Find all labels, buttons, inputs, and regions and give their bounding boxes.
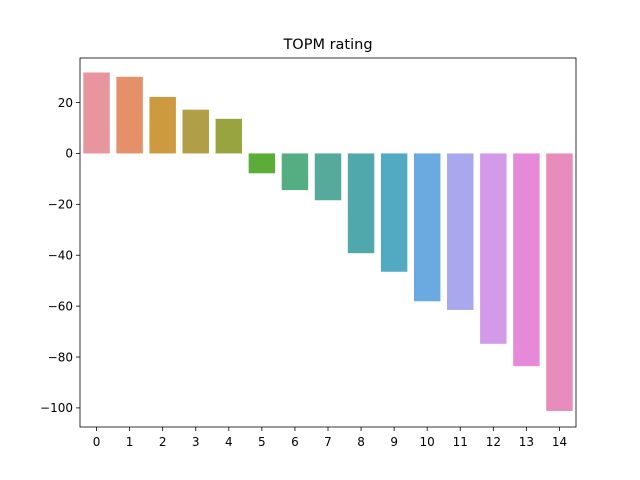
x-tick-label-13: 13 <box>519 435 534 449</box>
y-tick-label-20: 20 <box>58 96 73 110</box>
y-tick-label--80: −80 <box>48 350 73 364</box>
bar-3 <box>182 109 209 154</box>
bar-5 <box>248 153 276 174</box>
x-axis: 0 1 2 3 4 5 6 7 8 9 10 11 12 13 14 <box>93 427 567 449</box>
x-tick-label-14: 14 <box>552 435 567 449</box>
x-tick-label-3: 3 <box>192 435 200 449</box>
y-axis: 20 0 −20 −40 −60 −80 −100 <box>40 96 80 415</box>
x-tick-label-5: 5 <box>258 435 266 449</box>
x-tick-label-4: 4 <box>225 435 233 449</box>
plot-frame <box>79 57 577 428</box>
bar-0 <box>83 72 110 154</box>
x-tick-label-8: 8 <box>357 435 365 449</box>
x-tick-label-10: 10 <box>420 435 435 449</box>
x-tick-label-1: 1 <box>126 435 134 449</box>
chart-title: TOPM rating <box>282 37 372 53</box>
bar-6 <box>281 153 309 191</box>
bar-4 <box>215 118 243 154</box>
bar-14 <box>546 153 573 411</box>
y-tick-label-0: 0 <box>65 147 73 161</box>
y-tick-label--60: −60 <box>48 299 73 313</box>
x-tick-label-6: 6 <box>291 435 299 449</box>
bars-group <box>83 72 573 411</box>
bar-8 <box>347 153 375 254</box>
x-tick-label-0: 0 <box>93 435 101 449</box>
x-tick-label-2: 2 <box>159 435 167 449</box>
y-tick-label--20: −20 <box>48 198 73 212</box>
bar-9 <box>380 153 408 272</box>
bar-11 <box>447 153 474 310</box>
bar-10 <box>413 153 441 302</box>
bar-2 <box>149 96 176 154</box>
y-tick-label--40: −40 <box>48 249 73 263</box>
y-tick-label--100: −100 <box>40 401 73 415</box>
x-tick-label-9: 9 <box>390 435 398 449</box>
x-tick-label-7: 7 <box>324 435 332 449</box>
bar-13 <box>513 153 540 367</box>
bar-7 <box>314 153 342 201</box>
bar-1 <box>116 76 143 154</box>
x-tick-label-12: 12 <box>486 435 501 449</box>
x-tick-label-11: 11 <box>453 435 468 449</box>
bar-12 <box>480 153 507 344</box>
